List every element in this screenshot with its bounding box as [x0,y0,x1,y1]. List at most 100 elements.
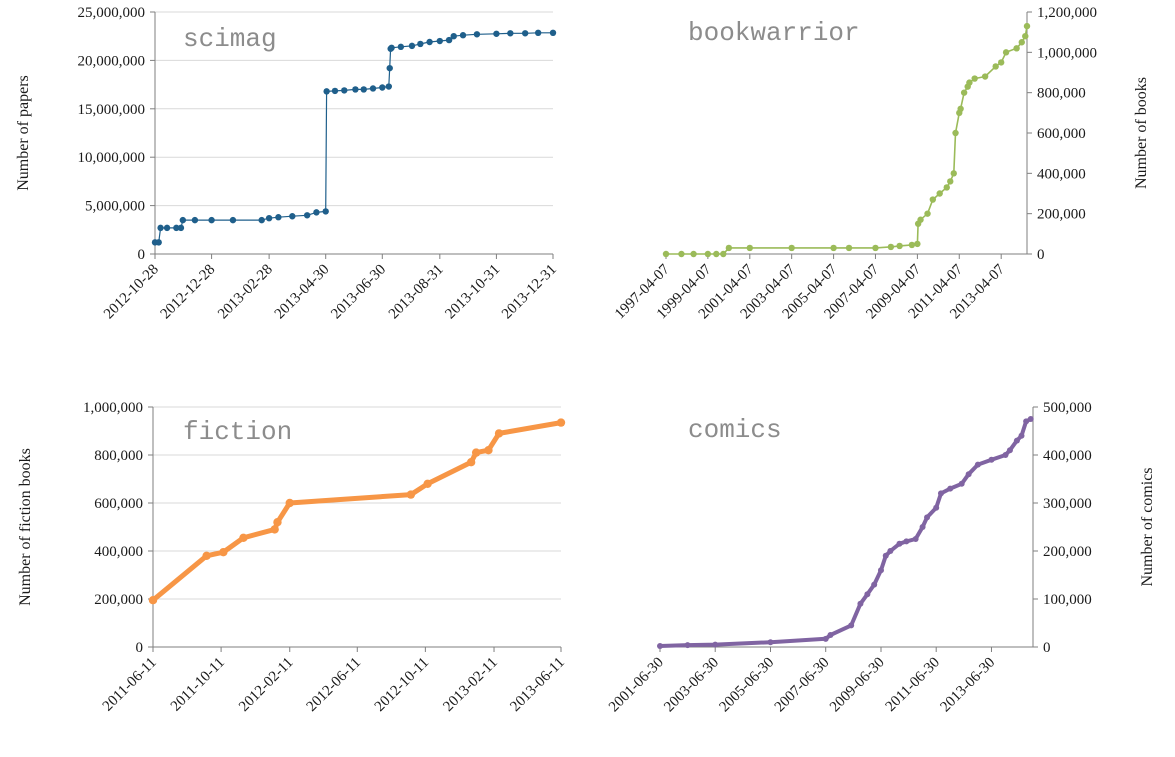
fiction-xtick-label: 2013-06-11 [507,655,567,715]
comics-data-point [887,548,894,554]
fiction-ytick-label: 800,000 [94,448,143,464]
fiction-xtick-label: 2013-02-11 [440,655,500,715]
comics-data-point [657,643,663,650]
comics-data-point [684,642,691,649]
comics-data-point [919,524,926,530]
bookwarrior-panel-title: bookwarrior [688,18,860,48]
bookwarrior-data-point [947,178,954,185]
bookwarrior-data-point [720,250,727,258]
bookwarrior-data-point [788,244,795,252]
bookwarrior-data-point [1018,39,1025,46]
bookwarrior-ytick-label: 200,000 [1037,207,1086,223]
bookwarrior-ytick-label: 400,000 [1037,166,1086,182]
fiction-ytick-label: 0 [136,640,144,656]
scimag-data-point [313,209,320,216]
scimag-data-point [521,30,529,37]
fiction-data-point [484,446,493,455]
bookwarrior-data-point [1022,33,1029,40]
scimag-data-point [436,37,444,45]
scimag-data-point [265,214,273,222]
bookwarrior-data-point [929,196,937,203]
scimag-data-point [323,88,330,95]
comics-data-point [947,485,954,492]
bookwarrior-data-point [950,170,957,177]
scimag-ytick-label: 10,000,000 [78,150,146,166]
scimag-data-point [388,44,395,52]
bookwarrior-data-point [690,250,697,258]
fiction-series-line [150,420,564,603]
panel-scimag: 0 5,000,000 10,000,000 15,000,000 20,000,000… [15,5,560,322]
scimag-data-point [369,85,377,92]
bookwarrior-data-point [971,75,978,82]
fiction-data-point [273,518,282,527]
scimag-data-point [173,224,180,232]
bookwarrior-data-point [678,250,685,258]
fiction-data-point [285,498,294,508]
fiction-data-point [471,448,481,457]
comics-ytick-label: 500,000 [1043,400,1092,416]
fiction-data-point [466,458,476,467]
comics-data-point [965,471,972,478]
fiction-data-point [270,525,279,534]
comics-data-point [848,622,855,629]
bookwarrior-data-point [662,250,670,258]
scimag-data-point [459,32,467,39]
comics-data-point [822,635,829,642]
bookwarrior-ytick-label: 0 [1037,247,1045,263]
bookwarrior-data-point [981,73,989,80]
scimag-data-point [179,216,187,224]
scimag-data-point [385,83,392,90]
bookwarrior-data-point [992,63,999,70]
scimag-data-point [397,43,405,51]
comics-data-point [857,600,864,607]
comics-data-point [1023,418,1030,425]
comics-data-point [882,552,889,559]
fiction-data-point [202,551,211,560]
fiction-xtick-label: 2011-06-11 [100,655,160,715]
comics-ytick-label: 300,000 [1043,496,1092,512]
scimag-ytick-label: 25,000,000 [78,5,146,21]
comics-data-point [896,540,903,547]
scimag-xtick-label: 2013-12-31 [499,262,560,323]
bookwarrior-data-point [1013,45,1020,52]
bookwarrior-ytick-label: 1,200,000 [1037,5,1097,21]
scimag-data-point [549,29,557,37]
bookwarrior-data-point [943,184,950,191]
fiction-panel-title: fiction [183,417,292,447]
bookwarrior-data-point [936,190,943,197]
fiction-xtick-label: 2012-02-11 [236,655,296,715]
scimag-data-point [386,64,393,72]
scimag-ytick-label: 5,000,000 [85,199,145,215]
comics-ytick-label: 100,000 [1043,592,1092,608]
comics-xtick-label: 2009-06-30 [827,655,888,716]
bookwarrior-data-point [845,244,853,252]
scimag-data-point [379,84,386,91]
comics-data-point [864,591,871,598]
scimag-series-line [154,32,554,243]
bookwarrior-ytick-label: 1,000,000 [1037,45,1097,61]
panel-comics: 0 100,000 200,000 300,000 400,000 500,000 2001… [606,400,1156,715]
scimag-xtick-label: 2013-08-31 [386,262,447,323]
bookwarrior-data-point [917,216,924,223]
scimag-data-point [289,213,296,220]
bookwarrior-y-axis-title: Number of books [1133,77,1150,189]
scimag-data-point [191,216,199,224]
scimag-ytick-label: 0 [138,247,146,263]
comics-xtick-label: 2013-06-30 [937,655,998,716]
fiction-ytick-label: 1,000,000 [83,400,143,416]
fiction-xtick-label: 2012-06-11 [304,655,364,715]
bookwarrior-data-point [924,210,931,217]
bookwarrior-data-point [966,79,973,86]
comics-series-line [658,417,1033,648]
scimag-data-point [229,216,237,224]
comics-y-axis-title: Number of comics [1139,467,1156,586]
fiction-data-point [148,596,158,605]
fiction-data-point [406,490,416,499]
comics-data-point [871,581,878,588]
scimag-panel-title: scimag [183,24,277,54]
bookwarrior-data-point [704,250,712,258]
scimag-data-point [360,86,367,93]
comics-data-point [974,461,981,468]
comics-data-point [767,639,774,646]
